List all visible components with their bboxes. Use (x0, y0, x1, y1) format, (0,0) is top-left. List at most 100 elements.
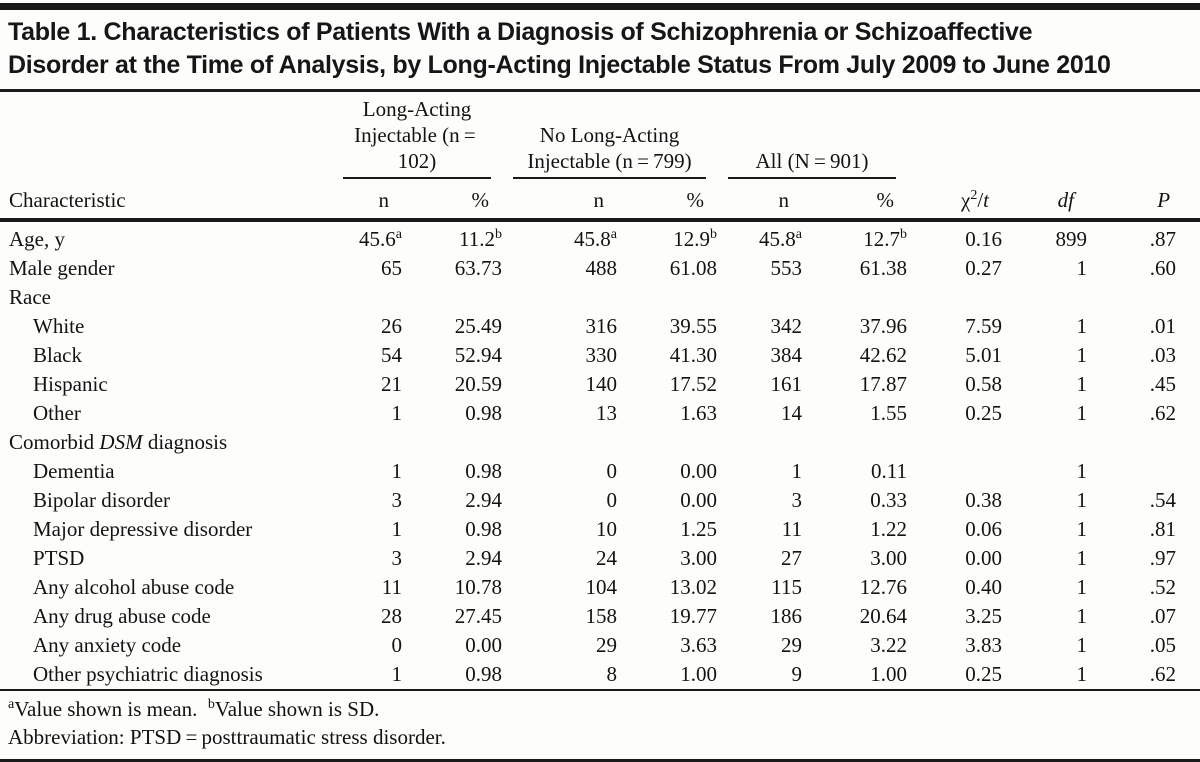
value-cell: .45 (1149, 372, 1177, 396)
row-label: Race (9, 285, 51, 309)
value-cell: 899 (1055, 227, 1088, 251)
value-cell: 1 (1076, 372, 1088, 396)
value-cell: 1.00 (870, 662, 908, 686)
value-cell (720, 283, 805, 312)
value-cell: 1 (391, 662, 403, 686)
value-cell: 1 (391, 401, 403, 425)
value-cell: 0.98 (465, 459, 502, 483)
value-cell: 1.55 (870, 401, 908, 425)
value-cell (335, 283, 405, 312)
table-row: PTSD 3 2.94 24 3.00 27 3.00 0.00 1 .97 (0, 544, 1200, 573)
value-cell: 13 (596, 401, 617, 425)
row-label: Any drug abuse code (33, 604, 211, 628)
value-cell: 384 (770, 343, 803, 367)
section-row: Comorbid DSM diagnosis (0, 428, 1200, 457)
value-cell: 41.30 (669, 343, 718, 367)
value-cell: 3.22 (870, 633, 908, 657)
value-cell: 104 (585, 575, 618, 599)
characteristics-table: Long-Acting Injectable (n = 102) No Long… (0, 92, 1200, 689)
value-cell: 3 (391, 546, 403, 570)
value-cell (335, 428, 405, 457)
value-cell: .87 (1149, 227, 1177, 251)
value-cell: 161 (770, 372, 803, 396)
value-cell: 1 (391, 459, 403, 483)
value-cell (805, 428, 910, 457)
footnote-abbreviation: Abbreviation: PTSD = posttraumatic stres… (8, 725, 446, 749)
value-cell: 25.49 (454, 314, 502, 338)
column-header-n-lai: n (335, 179, 405, 222)
value-cell (620, 283, 720, 312)
table-row: Other 1 0.98 13 1.63 14 1.55 0.25 1 .62 (0, 399, 1200, 428)
column-header-df: df (1005, 179, 1091, 222)
column-header-p: P (1090, 179, 1200, 222)
value-cell: 553 (770, 256, 803, 280)
column-header-pct-nolai: % (620, 179, 721, 222)
row-label: Black (33, 343, 82, 367)
column-group-label: Long-Acting Injectable (n = 102) (343, 96, 491, 179)
value-cell: 54 (381, 343, 402, 367)
column-group-row: Long-Acting Injectable (n = 102) No Long… (0, 92, 1200, 179)
value-cell: 0.27 (965, 256, 1003, 280)
value-cell: 0.98 (465, 401, 502, 425)
table-row: Black 54 52.94 330 41.30 384 42.62 5.01 1 .03 (0, 341, 1200, 370)
value-cell: 11 (381, 575, 402, 599)
column-header-characteristic: Characteristic (0, 179, 335, 222)
row-label: Any anxiety code (33, 633, 182, 657)
value-cell: 3.83 (965, 633, 1003, 657)
value-cell: 0.98 (465, 517, 502, 541)
value-cell (1005, 283, 1090, 312)
column-group-long-acting-injectable: Long-Acting Injectable (n = 102) (335, 92, 505, 179)
value-cell: 37.96 (859, 314, 908, 338)
table-row: White 26 25.49 316 39.55 342 37.96 7.59 1 .01 (0, 312, 1200, 341)
value-cell: 342 (770, 314, 803, 338)
value-cell: 1.00 (680, 662, 718, 686)
value-cell: 1.63 (680, 401, 718, 425)
column-header-n-nolai: n (505, 179, 620, 222)
value-cell: 13.02 (669, 575, 718, 599)
footnotes: aValue shown is mean. bValue shown is SD… (0, 691, 1200, 757)
value-cell (910, 457, 1005, 486)
value-cell: 28 (381, 604, 402, 628)
row-label: Hispanic (33, 372, 108, 396)
value-cell (805, 283, 910, 312)
column-group-label: All (N = 901) (728, 148, 897, 179)
value-cell: 0.98 (465, 662, 502, 686)
value-cell (1090, 283, 1200, 312)
section-row: Race (0, 283, 1200, 312)
value-cell: 42.62 (859, 343, 908, 367)
value-cell: 0.58 (965, 372, 1003, 396)
row-label: Major depressive disorder (33, 517, 253, 541)
column-group-label: No Long-Acting Injectable (n = 799) (513, 122, 707, 179)
table-row: Dementia 1 0.98 0 0.00 1 0.11 1 (0, 457, 1200, 486)
value-cell (1090, 457, 1200, 486)
value-cell: 1 (1076, 517, 1088, 541)
row-label: Other psychiatric diagnosis (33, 662, 263, 686)
value-cell: 1 (391, 517, 403, 541)
value-cell: 26 (381, 314, 402, 338)
value-cell: 20.59 (454, 372, 502, 396)
value-cell: 488 (585, 256, 618, 280)
value-cell: 1 (1076, 401, 1088, 425)
value-cell: 0.06 (965, 517, 1003, 541)
value-cell: 186 (770, 604, 803, 628)
value-cell: 3 (391, 488, 403, 512)
value-cell: 140 (585, 372, 618, 396)
value-cell: .01 (1149, 314, 1177, 338)
value-cell (910, 428, 1005, 457)
value-cell: 1 (1076, 488, 1088, 512)
column-group-no-long-acting-injectable: No Long-Acting Injectable (n = 799) (505, 92, 720, 179)
table-body: Age, y 45.6a 11.2b 45.8a 12.9b 45.8a 12.7b 0.16… (0, 220, 1200, 689)
value-cell: 27 (781, 546, 803, 570)
value-cell (505, 428, 620, 457)
column-header-chi-square-t: χ2/t (910, 179, 1006, 222)
value-cell: 0.00 (680, 459, 718, 483)
value-cell: 61.08 (669, 256, 718, 280)
value-cell: 45.6a (359, 227, 402, 251)
value-cell: 10 (596, 517, 617, 541)
table-row: Male gender 65 63.73 488 61.08 553 61.38 0.27 1.… (0, 254, 1200, 283)
value-cell: 10.78 (454, 575, 502, 599)
footnote-mean-sd: aValue shown is mean. bValue shown is SD… (8, 697, 380, 721)
empty-header-cell (910, 92, 1005, 179)
value-cell: 1.22 (870, 517, 908, 541)
value-cell: .54 (1149, 488, 1177, 512)
